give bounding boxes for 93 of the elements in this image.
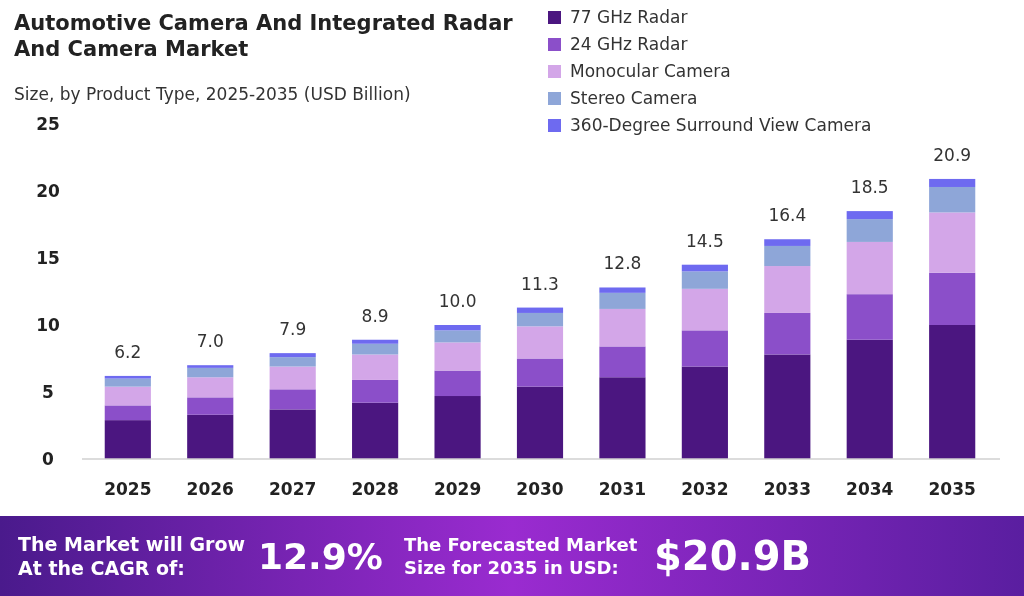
y-tick-label: 0 bbox=[42, 449, 55, 469]
legend-label: Monocular Camera bbox=[570, 61, 731, 81]
bar bbox=[269, 353, 316, 358]
x-tick-label: 2033 bbox=[763, 479, 811, 499]
bar bbox=[516, 312, 564, 327]
bar bbox=[516, 307, 564, 313]
bar bbox=[764, 312, 811, 355]
bar bbox=[764, 354, 811, 459]
bar bbox=[187, 414, 234, 459]
bar bbox=[104, 420, 151, 459]
y-tick-label: 10 bbox=[36, 315, 60, 335]
bar bbox=[681, 366, 728, 459]
bar bbox=[599, 377, 646, 459]
y-tick-label: 25 bbox=[36, 114, 60, 134]
bar bbox=[846, 294, 893, 340]
x-tick-label: 2026 bbox=[186, 479, 234, 499]
bar bbox=[104, 375, 151, 379]
bar bbox=[846, 219, 893, 242]
total-label: 7.9 bbox=[279, 319, 307, 340]
bar bbox=[764, 239, 811, 246]
bar bbox=[187, 397, 234, 415]
x-tick-label: 2028 bbox=[351, 479, 399, 499]
legend-label: 360-Degree Surround View Camera bbox=[570, 115, 872, 135]
legend-label: Stereo Camera bbox=[570, 88, 698, 108]
total-label: 16.4 bbox=[768, 205, 807, 226]
bar bbox=[352, 343, 399, 355]
bar bbox=[269, 389, 316, 410]
bar bbox=[434, 342, 481, 371]
bar bbox=[599, 346, 646, 378]
x-tick-label: 2035 bbox=[928, 479, 976, 499]
total-label: 11.3 bbox=[521, 273, 559, 294]
bar bbox=[929, 178, 976, 187]
bar bbox=[104, 386, 151, 406]
x-tick-label: 2029 bbox=[433, 479, 482, 499]
bar bbox=[187, 365, 234, 368]
bar bbox=[269, 409, 316, 459]
bar bbox=[516, 358, 564, 387]
x-tick-label: 2030 bbox=[516, 479, 564, 499]
bar bbox=[434, 396, 481, 459]
bar bbox=[352, 354, 399, 380]
bar bbox=[516, 326, 564, 359]
text: The Forecasted Market Size for 2035 in USD: bbox=[404, 534, 638, 578]
bar bbox=[846, 339, 893, 459]
bar bbox=[187, 377, 234, 398]
total-label: 10.0 bbox=[438, 291, 477, 311]
bar bbox=[434, 370, 481, 397]
y-tick-label: 15 bbox=[36, 248, 60, 268]
total-label: 18.5 bbox=[850, 177, 889, 198]
bar bbox=[434, 325, 481, 331]
bar bbox=[269, 366, 316, 390]
y-tick-label: 20 bbox=[36, 181, 60, 201]
total-label: 8.9 bbox=[361, 305, 389, 326]
bar bbox=[352, 402, 399, 459]
bar bbox=[187, 367, 234, 378]
bar bbox=[681, 330, 728, 367]
bar bbox=[599, 292, 646, 309]
bar bbox=[352, 379, 399, 403]
bar bbox=[681, 271, 728, 289]
bar bbox=[929, 272, 976, 325]
bar bbox=[269, 357, 316, 367]
bar bbox=[104, 378, 151, 387]
bar bbox=[846, 241, 893, 295]
total-label: 20.9 bbox=[933, 144, 972, 165]
x-tick-label: 2034 bbox=[846, 479, 894, 499]
total-label: 7.0 bbox=[196, 331, 224, 352]
chart-title: Automotive Camera And Integrated Radar And Camera Market bbox=[14, 11, 514, 61]
bar bbox=[764, 245, 811, 267]
bar bbox=[104, 405, 151, 421]
bar bbox=[681, 288, 728, 331]
total-label: 6.2 bbox=[114, 341, 142, 362]
total-label: 14.5 bbox=[685, 230, 724, 251]
bar bbox=[929, 325, 976, 459]
y-tick-label: 5 bbox=[42, 382, 54, 402]
bar bbox=[434, 330, 481, 343]
x-tick-label: 2031 bbox=[598, 479, 647, 499]
bar bbox=[846, 211, 893, 220]
legend-label: 24 GHz Radar bbox=[570, 34, 688, 54]
bar bbox=[599, 287, 646, 293]
legend-label: 77 GHz Radar bbox=[570, 7, 688, 27]
bar bbox=[929, 186, 976, 213]
bar bbox=[929, 212, 976, 273]
x-tick-label: 2032 bbox=[681, 479, 729, 499]
bar bbox=[516, 386, 564, 459]
x-tick-label: 2027 bbox=[269, 479, 317, 499]
bar bbox=[764, 266, 811, 313]
bar bbox=[599, 308, 646, 347]
text: $20.9B bbox=[654, 533, 812, 579]
chart-subtitle: Size, by Product Type, 2025-2035 (USD Billion) bbox=[14, 84, 411, 104]
text: 12.9% bbox=[258, 535, 383, 577]
text: The Market will Grow At the CAGR of: bbox=[18, 532, 246, 579]
bar bbox=[352, 339, 399, 344]
total-label: 12.8 bbox=[603, 253, 642, 274]
x-tick-label: 2025 bbox=[104, 479, 152, 499]
